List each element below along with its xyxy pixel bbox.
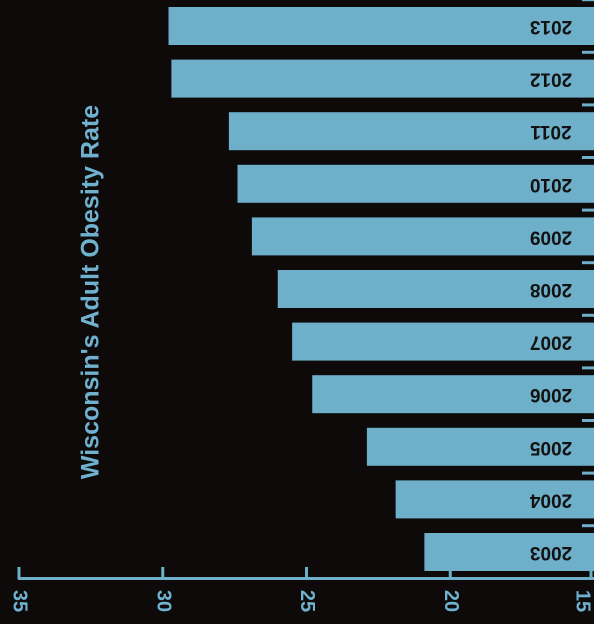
bar-2004 (395, 480, 594, 519)
bar-2007 (292, 322, 594, 361)
row-separator-tick (582, 471, 594, 475)
bar-label-2008: 2008 (530, 279, 572, 300)
row-separator-tick (582, 103, 594, 107)
bar-label-2007: 2007 (530, 332, 572, 353)
bar-label-2012: 2012 (530, 69, 572, 90)
axis-group: 15 20 25 30 35 (9, 567, 594, 612)
row-separator-tick (582, 261, 594, 265)
axis-tick-20 (448, 567, 452, 579)
bar-2006 (312, 375, 594, 414)
bars-group: 2003 2004 2005 2006 2007 2008 2009 2010 2011 2012… (168, 0, 594, 571)
bar-2013 (168, 7, 594, 45)
bar-label-2013: 2013 (530, 16, 572, 37)
bar-label-2004: 2004 (529, 489, 572, 510)
chart-title: Wisconsin's Adult Obesity Rate (77, 105, 105, 479)
axis-tick-label-30: 30 (152, 590, 174, 612)
bar-2012 (171, 59, 594, 98)
bar-label-2011: 2011 (530, 121, 572, 142)
axis-tick-label-15: 15 (572, 590, 594, 612)
axis-tick-25 (305, 567, 308, 579)
bar-2005 (366, 427, 594, 466)
row-separator-tick (582, 50, 594, 54)
row-separator-tick (582, 313, 594, 317)
axis-tick-label-25: 25 (296, 590, 318, 612)
bar-label-2006: 2006 (530, 384, 572, 405)
bar-2003 (424, 533, 594, 571)
row-separator-tick (582, 524, 594, 528)
bar-label-2010: 2010 (530, 174, 572, 195)
row-separator-tick (582, 156, 594, 159)
bar-2010 (237, 164, 594, 203)
bar-2011 (228, 112, 594, 151)
axis-tick-label-35: 35 (9, 590, 31, 612)
axis-tick-15 (589, 567, 593, 579)
bar-2009 (251, 217, 594, 256)
axis-tick-label-20: 20 (440, 590, 462, 612)
axis-tick-30 (161, 567, 165, 579)
bar-2008 (277, 270, 594, 308)
row-separator-tick (582, 366, 594, 370)
row-separator-tick (582, 419, 594, 422)
row-separator-tick (582, 208, 594, 212)
bar-label-2005: 2005 (529, 437, 572, 458)
bar-label-2009: 2009 (530, 226, 572, 247)
axis-tick-35 (17, 567, 21, 579)
bar-label-2003: 2003 (530, 542, 572, 563)
row-separator-tick (582, 0, 594, 2)
